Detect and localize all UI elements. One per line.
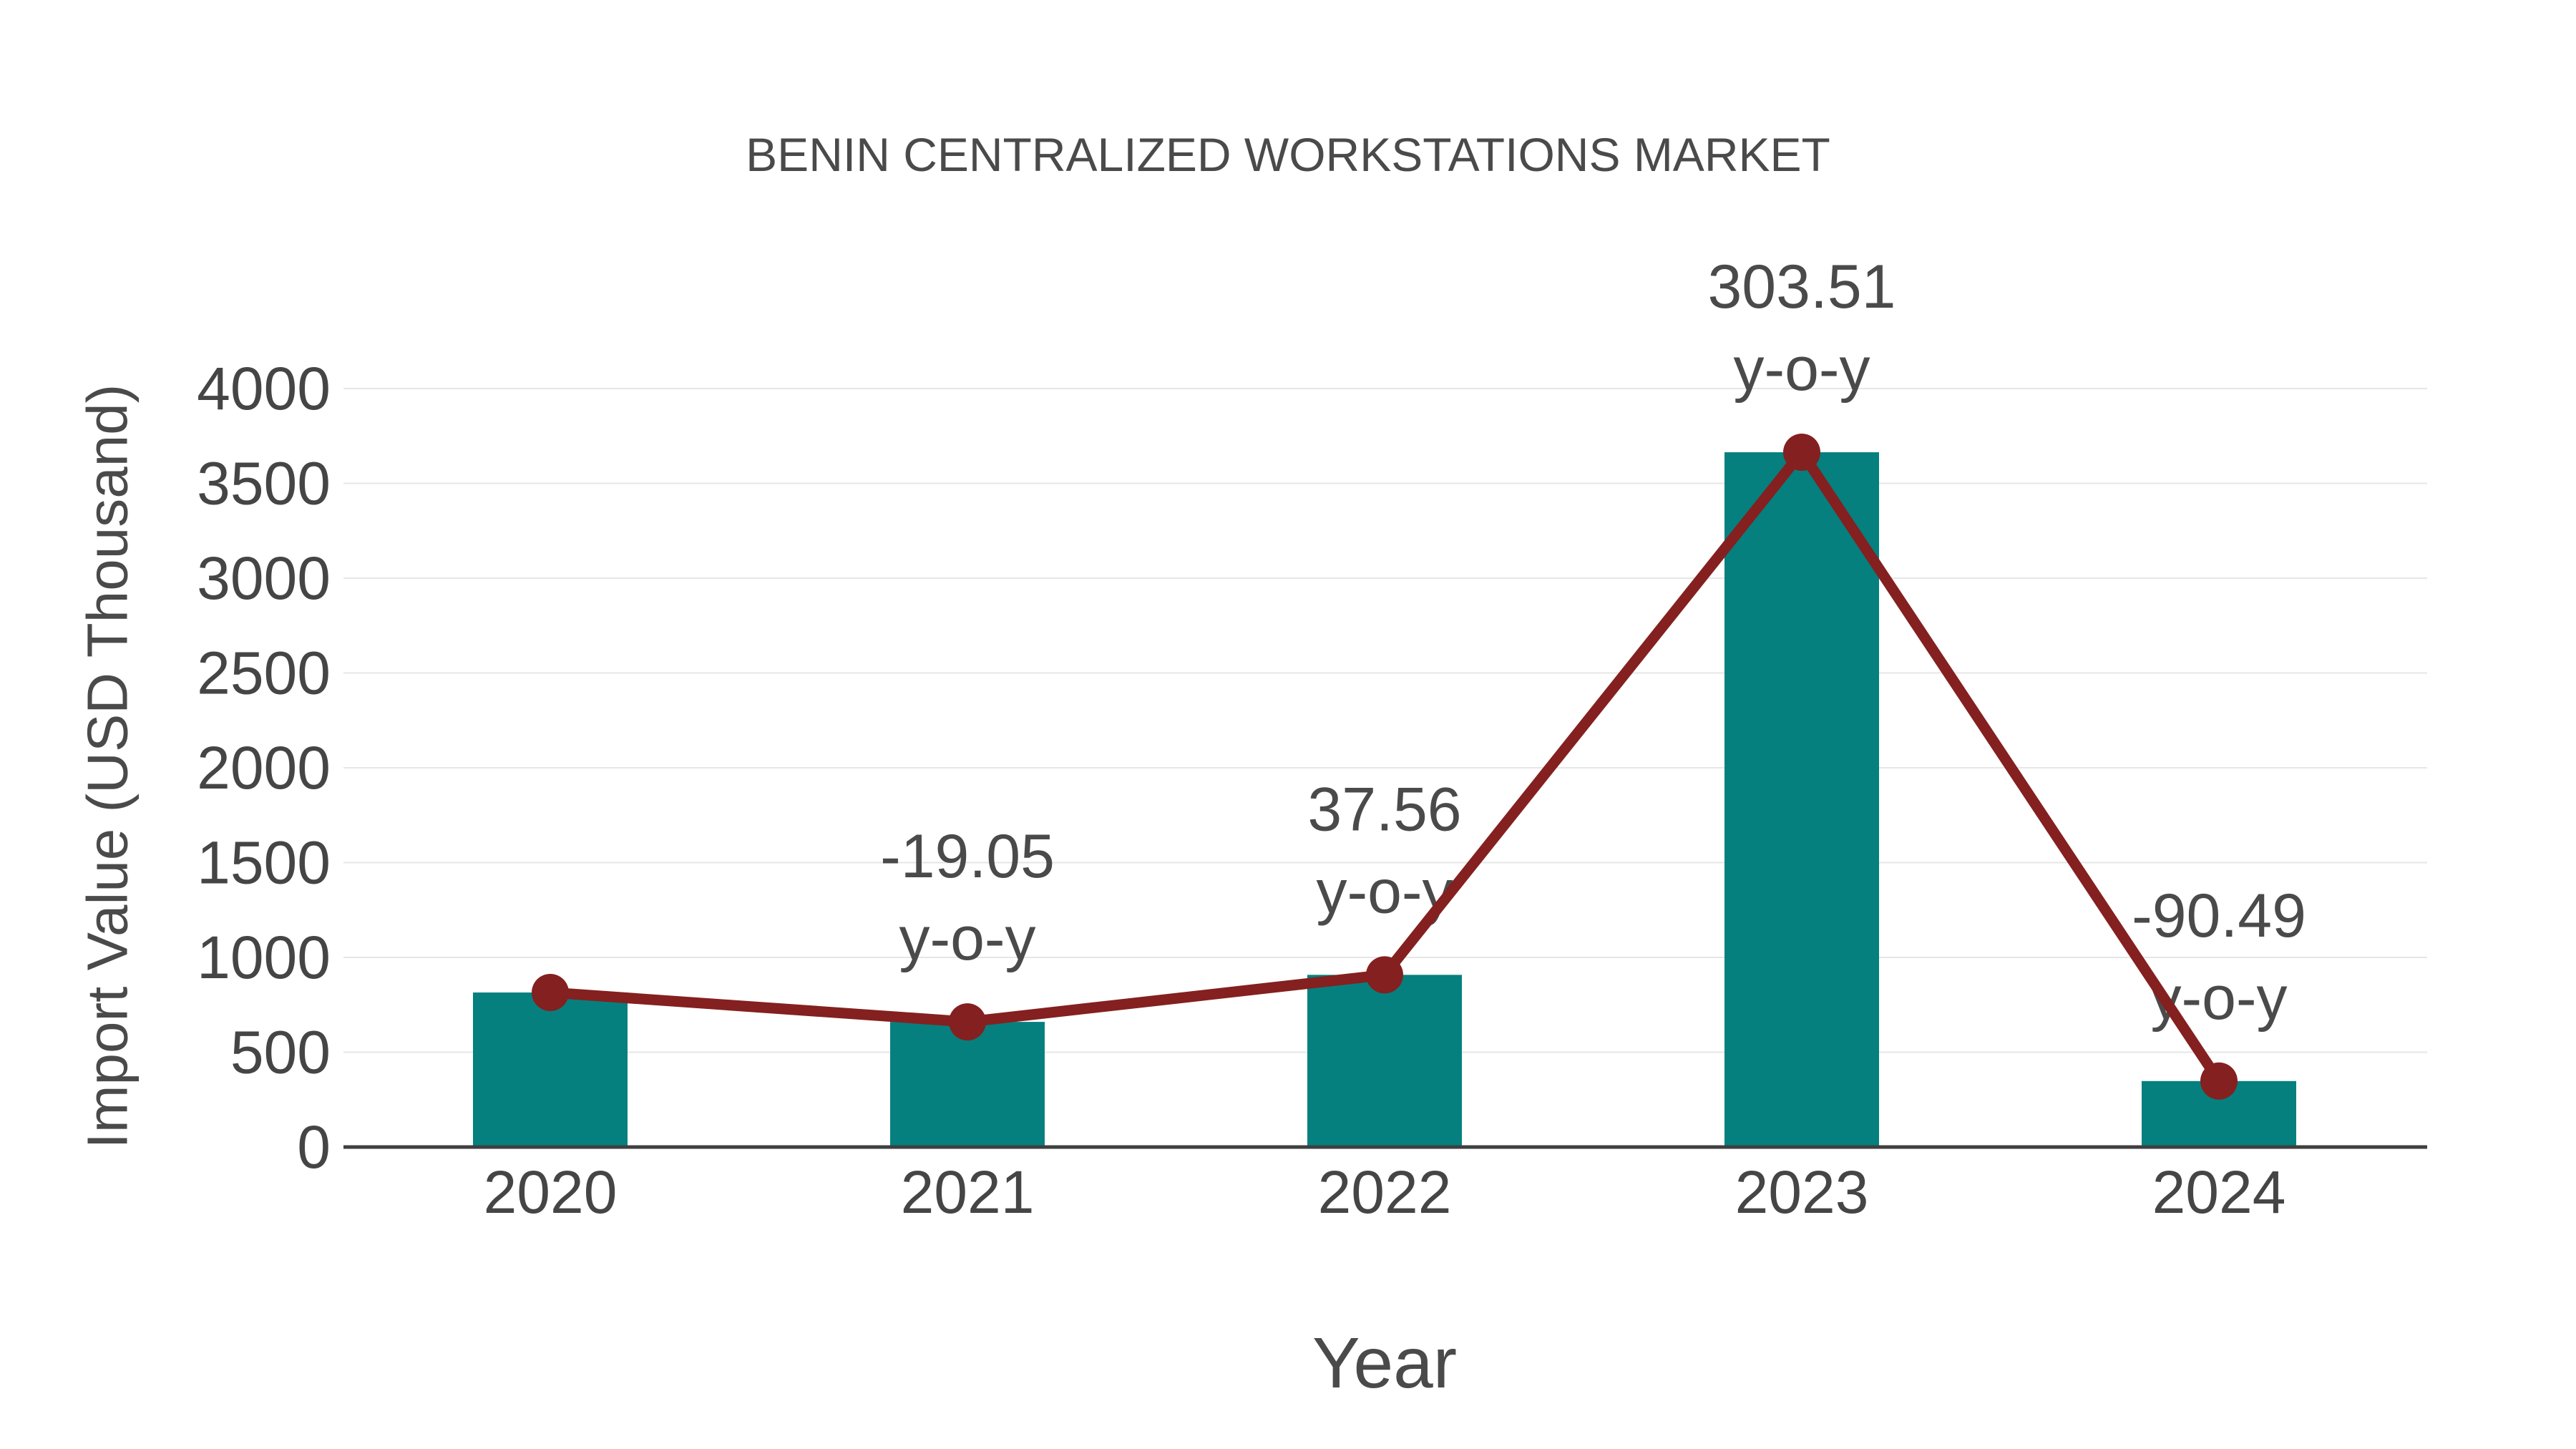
line-marker-2021 — [949, 1003, 986, 1041]
bar-2020 — [473, 992, 628, 1147]
trend-line-layer — [532, 434, 2238, 1100]
y-tick-label-2500: 2500 — [197, 640, 331, 707]
line-marker-2020 — [532, 974, 569, 1012]
x-tick-label-2022: 2022 — [1318, 1158, 1452, 1226]
y-tick-label-500: 500 — [230, 1019, 331, 1086]
x-tick-label-2023: 2023 — [1735, 1158, 1869, 1226]
line-marker-2023 — [1783, 434, 1820, 472]
x-tick-label-2024: 2024 — [2152, 1158, 2286, 1226]
tick-labels-layer: 0 500 1000 1500 2000 2500 3000 3500 4000 2020 2021… — [197, 355, 2285, 1226]
y-axis-title: Import Value (USD Thousand) — [76, 384, 140, 1149]
bars-layer — [473, 452, 2296, 1147]
x-tick-label-2021: 2021 — [901, 1158, 1035, 1226]
y-tick-label-3000: 3000 — [197, 545, 331, 612]
chart-title: BENIN CENTRALIZED WORKSTATIONS MARKET — [746, 128, 1830, 181]
line-marker-2024 — [2200, 1062, 2238, 1100]
bar-2022 — [1307, 975, 1462, 1147]
y-tick-label-4000: 4000 — [197, 355, 331, 422]
y-tick-label-0: 0 — [297, 1113, 331, 1181]
annotation-suffix-2023: y-o-y — [1733, 335, 1870, 404]
annotation-value-2023: 303.51 — [1707, 253, 1896, 321]
y-tick-label-1500: 1500 — [197, 829, 331, 897]
y-tick-label-3500: 3500 — [197, 450, 331, 517]
bar-2023 — [1724, 452, 1879, 1147]
line-marker-2022 — [1366, 956, 1403, 994]
annotation-suffix-2024: y-o-y — [2150, 964, 2287, 1033]
y-tick-label-1000: 1000 — [197, 924, 331, 991]
annotations-layer: -19.05y-o-y37.56y-o-y303.51y-o-y-90.49y-… — [880, 253, 2306, 1033]
annotation-value-2024: -90.49 — [2132, 882, 2306, 950]
x-tick-label-2020: 2020 — [484, 1158, 618, 1226]
y-tick-label-2000: 2000 — [197, 734, 331, 801]
bar-2021 — [890, 1022, 1045, 1147]
gridlines-layer — [343, 388, 2427, 1053]
annotation-value-2022: 37.56 — [1307, 775, 1461, 844]
annotation-value-2021: -19.05 — [880, 822, 1055, 891]
annotation-suffix-2021: y-o-y — [899, 904, 1035, 973]
x-axis-title: Year — [1312, 1323, 1457, 1403]
